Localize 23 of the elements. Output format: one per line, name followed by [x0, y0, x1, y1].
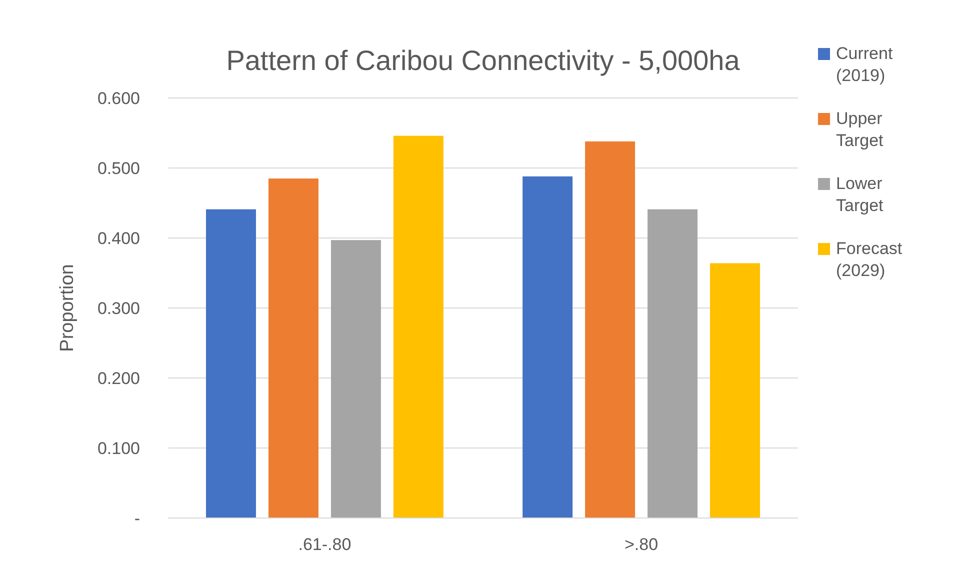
y-tick-label: 0.400	[97, 228, 140, 248]
chart-title: Pattern of Caribou Connectivity - 5,000ha	[226, 45, 740, 76]
legend-label: Upper Target	[836, 109, 884, 150]
y-tick-label: 0.200	[97, 368, 140, 388]
y-tick-label: -	[134, 508, 140, 528]
bar	[648, 209, 698, 518]
bar	[393, 136, 444, 518]
x-tick-label: >.80	[624, 535, 658, 554]
bar	[268, 178, 318, 518]
x-tick-label: .61-.80	[298, 535, 352, 554]
y-axis-title: Proportion	[57, 264, 78, 352]
y-tick-label: 0.100	[97, 438, 140, 458]
y-tick-label: 0.500	[97, 158, 140, 178]
legend-label: Forecast (2029)	[836, 239, 902, 280]
bar	[710, 263, 760, 518]
bar	[206, 209, 256, 518]
legend-label: Lower Target	[836, 174, 884, 215]
bar	[330, 240, 381, 518]
bar	[585, 141, 636, 518]
legend-label: Current (2019)	[836, 44, 893, 85]
bar	[522, 176, 573, 518]
y-tick-label: 0.600	[97, 88, 140, 108]
y-tick-label: 0.300	[97, 298, 140, 318]
